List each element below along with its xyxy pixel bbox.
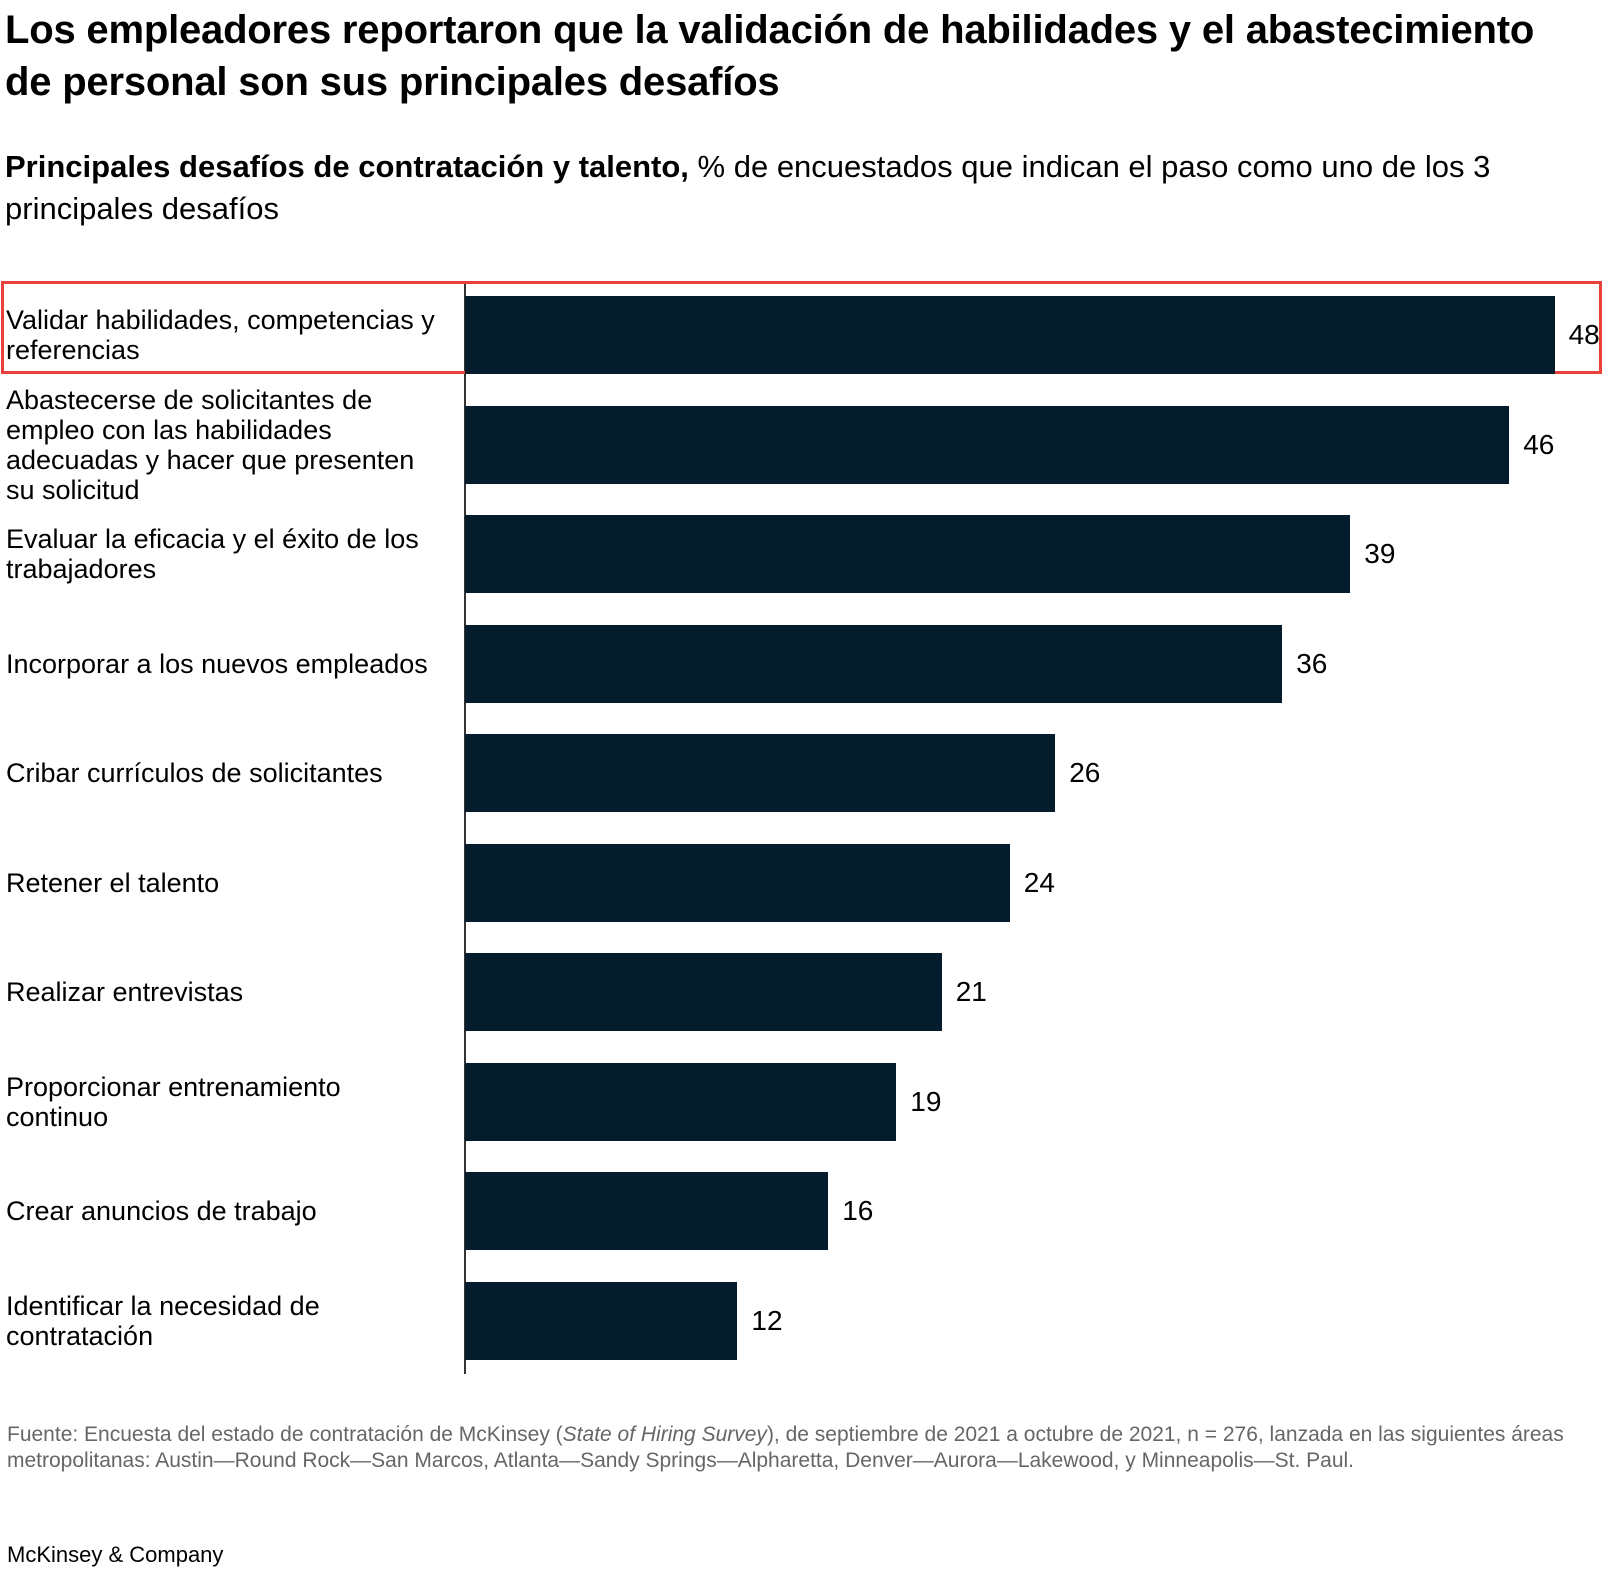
data-label: 46 [1523,428,1555,460]
data-label: 48 [1568,319,1600,350]
category-label: Identificar la necesidad de contratación [6,1290,320,1351]
data-label: 39 [1364,538,1396,569]
bar [465,734,1056,812]
data-label: 24 [1023,866,1055,898]
source-italic: State of Hiring Survey [562,1423,767,1446]
category-label: Evaluar la eficacia y el éxito de los tr… [6,524,419,584]
bar [465,843,1010,922]
source-note: Fuente: Encuesta del estado de contratac… [7,1422,1597,1474]
chart-subtitle: Principales desafíos de contratación y t… [5,146,1545,230]
bar [465,953,942,1031]
category-label: Abastecerse de solicitantes de empleo co… [6,384,415,505]
bar [465,1062,897,1141]
bar [465,624,1283,703]
bar [465,1281,738,1360]
category-label: Proporcionar entrenamiento continuo [6,1071,341,1132]
bar [465,296,1555,374]
subtitle-rest: % de encuestados que indican el paso com… [5,149,1491,226]
data-label: 16 [842,1195,874,1226]
source-prefix: Fuente: Encuesta del estado de contratac… [7,1423,563,1446]
data-label: 26 [1069,757,1101,788]
data-label: 21 [955,976,987,1007]
y-axis-line [464,281,466,1374]
category-label: Validar habilidades, competencias y refe… [6,305,435,365]
category-label: Realizar entrevistas [6,977,244,1007]
category-label: Retener el talento [6,867,220,898]
data-label: 36 [1296,647,1328,679]
subtitle-bold: Principales desafíos de contratación y t… [5,149,689,184]
bar [465,405,1510,484]
bar [465,515,1351,593]
category-label: Incorporar a los nuevos empleados [6,648,428,679]
category-label: Crear anuncios de trabajo [6,1196,317,1226]
data-label: 19 [910,1085,942,1117]
category-label: Cribar currículos de solicitantes [6,758,383,788]
chart-title: Los empleadores reportaron que la valida… [5,8,1535,104]
bar [465,1172,829,1250]
data-label: 12 [751,1304,783,1336]
brand-logo: McKinsey & Company [7,1542,224,1567]
source-suffix: ), de septiembre de 2021 a octubre de 20… [7,1423,1564,1472]
